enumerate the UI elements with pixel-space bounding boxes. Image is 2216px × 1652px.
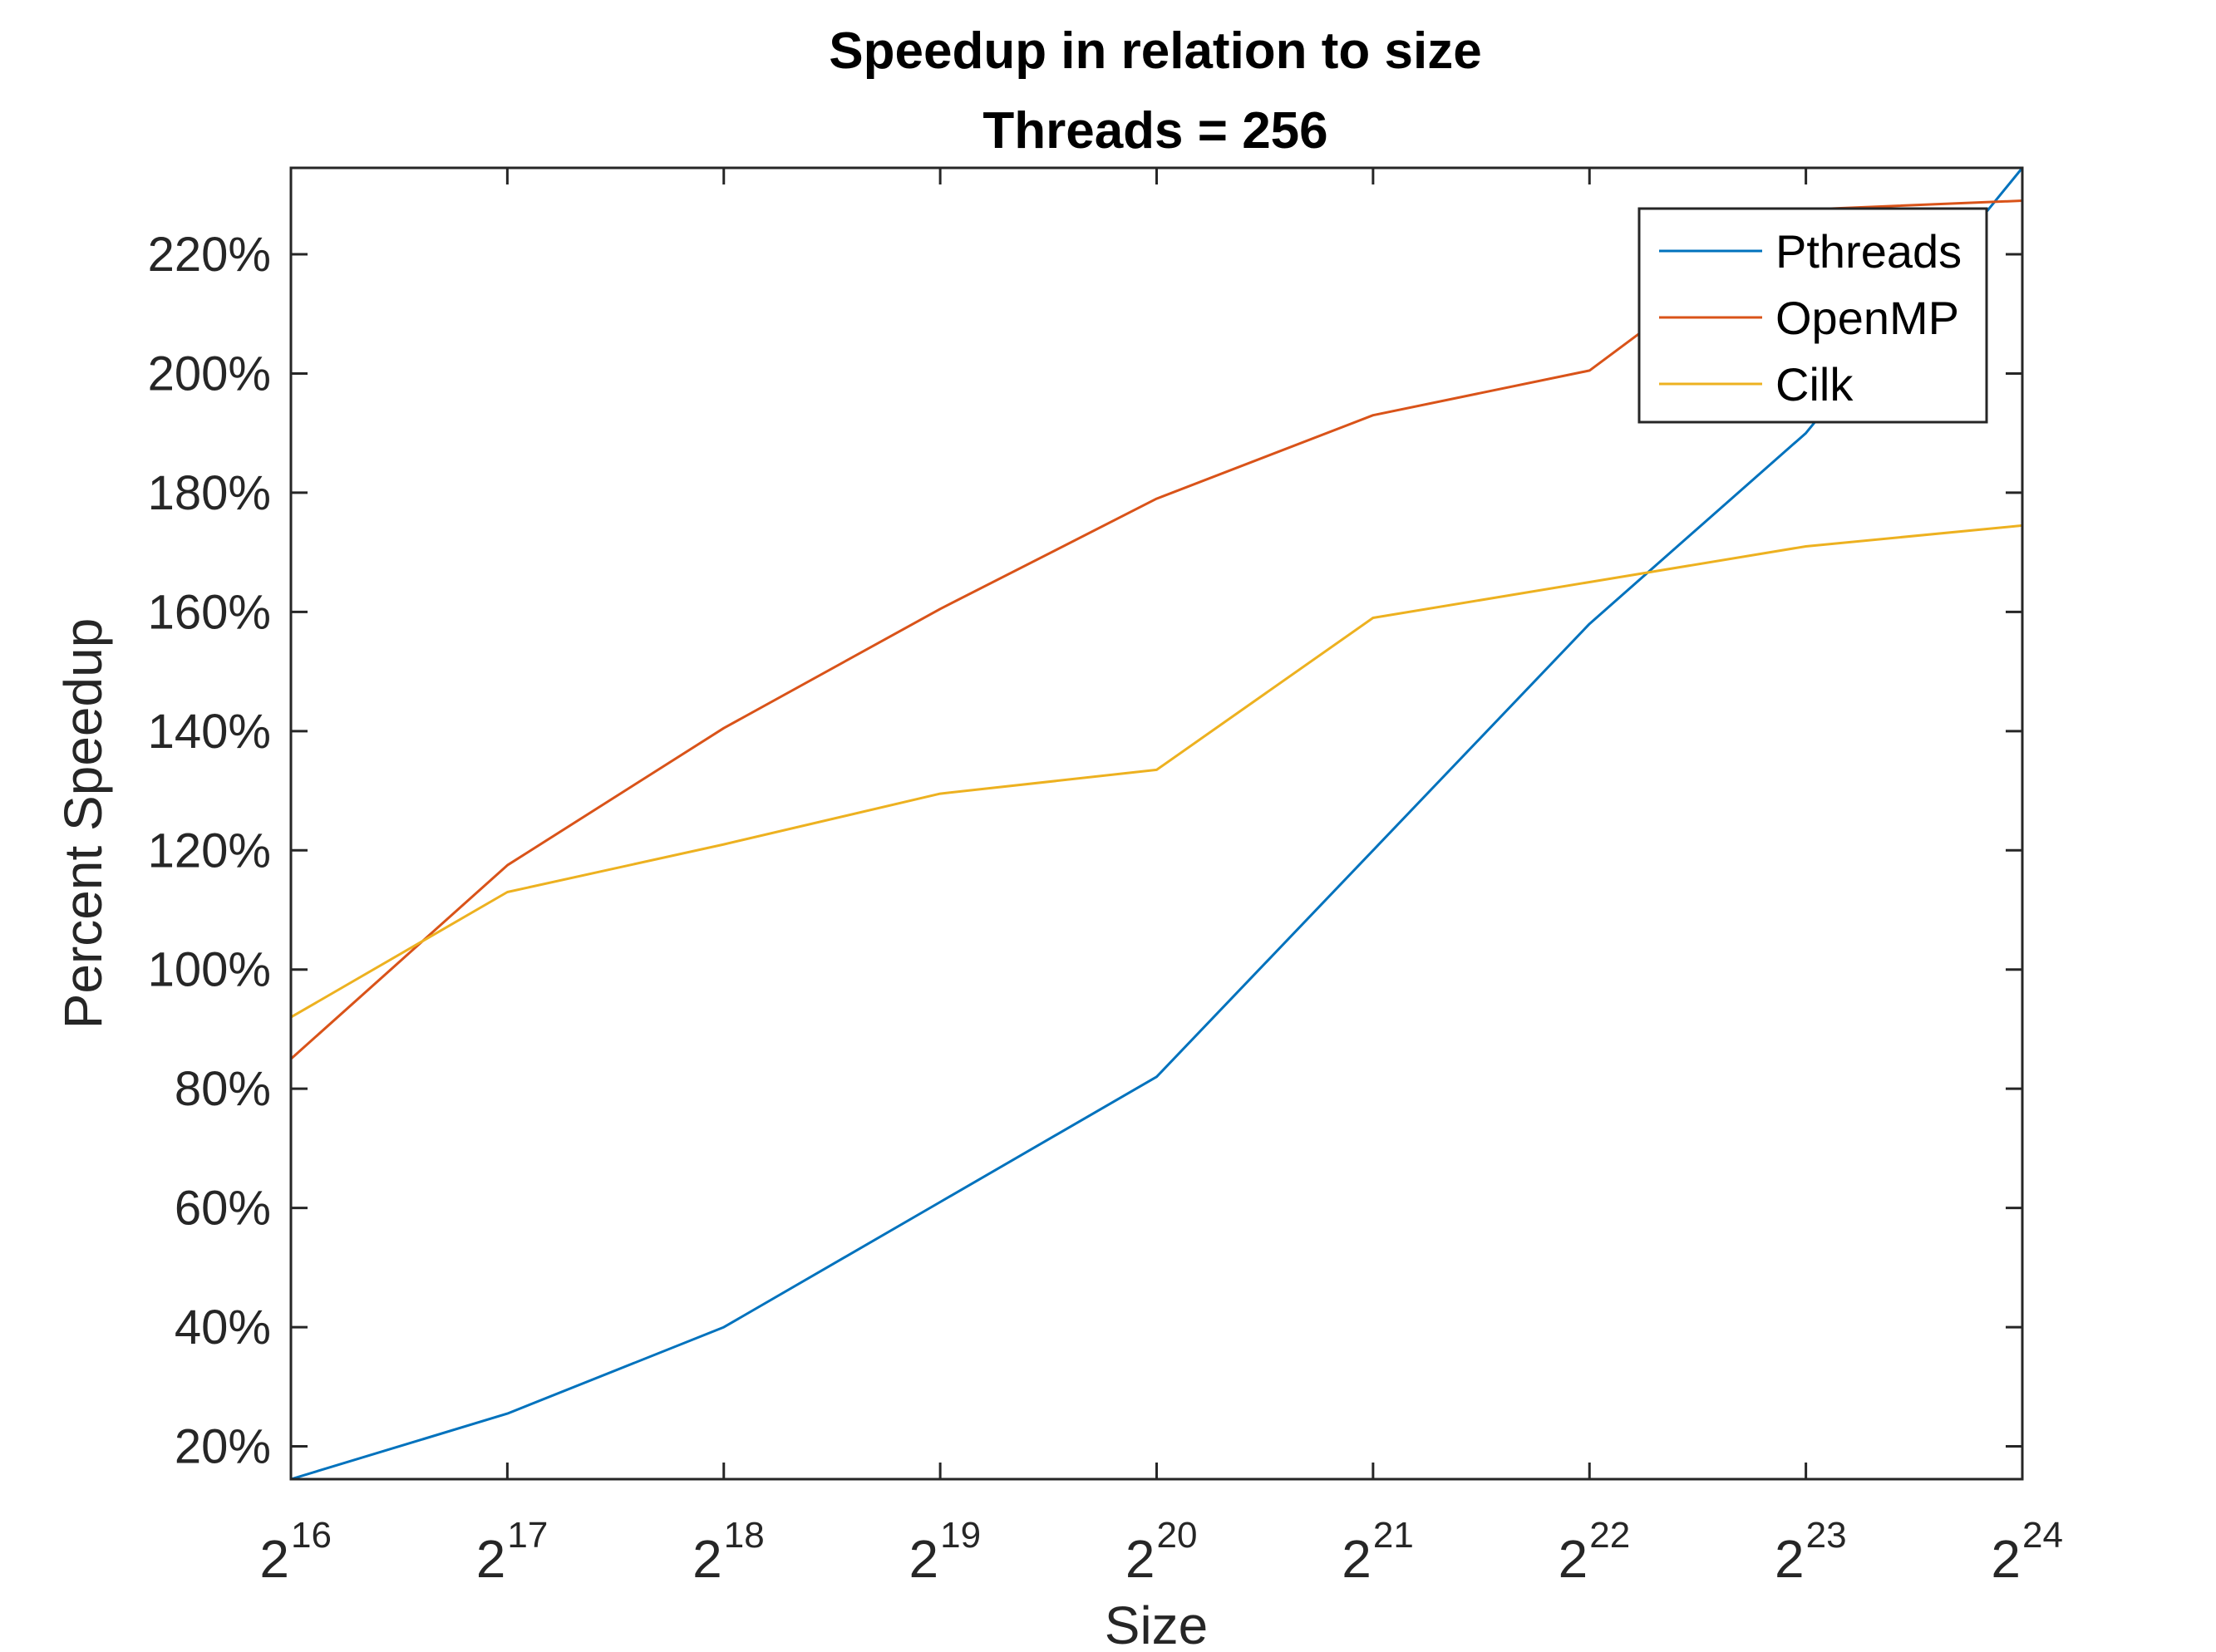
x-tick-label-base: 2	[1559, 1529, 1588, 1589]
y-tick-label: 200%	[148, 347, 271, 401]
axis-ticks	[289, 168, 2024, 1479]
x-tick-label-base: 2	[259, 1529, 289, 1589]
x-tick-label-base: 2	[1775, 1529, 1805, 1589]
y-tick-label: 120%	[148, 824, 271, 878]
x-tick-label-exponent: 17	[507, 1515, 548, 1556]
x-tick-label-exponent: 22	[1589, 1515, 1630, 1556]
y-tick-label: 100%	[148, 943, 271, 997]
x-tick-label-base: 2	[909, 1529, 939, 1589]
y-tick-label: 140%	[148, 705, 271, 759]
legend-box	[1637, 207, 1988, 424]
plot-frame	[289, 166, 2024, 1481]
y-tick-label: 80%	[175, 1062, 271, 1116]
y-tick-label: 20%	[175, 1420, 271, 1474]
x-tick-label-exponent: 16	[291, 1515, 332, 1556]
x-tick-label-base: 2	[1342, 1529, 1371, 1589]
legend-label-cilk: Cilk	[1775, 358, 1854, 411]
y-tick-label: 40%	[175, 1300, 271, 1355]
legend: Pthreads OpenMP Cilk	[1637, 207, 1988, 424]
legend-label-openmp: OpenMP	[1775, 292, 1959, 344]
y-tick-label: 220%	[148, 228, 271, 282]
y-tick-label: 60%	[175, 1182, 271, 1236]
x-tick-label-exponent: 21	[1373, 1515, 1414, 1556]
series-line-cilk	[290, 524, 2023, 1019]
chart-title-line-2: Threads = 256	[982, 102, 1327, 160]
x-tick-label-exponent: 19	[940, 1515, 981, 1556]
chart-title-line-1: Speedup in relation to size	[829, 22, 1481, 80]
x-axis-label: Size	[1105, 1595, 1209, 1652]
x-tick-label-base: 2	[476, 1529, 506, 1589]
y-tick-label: 160%	[148, 585, 271, 639]
x-tick-label-exponent: 24	[2022, 1515, 2063, 1556]
x-tick-label-base: 2	[692, 1529, 722, 1589]
series-line-pthreads	[290, 167, 2024, 1481]
y-tick-labels: 20% 40% 60% 80% 100% 120% 140% 160% 180% 200% 220%	[148, 228, 271, 1474]
x-tick-label-base: 2	[1125, 1529, 1155, 1589]
x-tick-label-base: 2	[1991, 1529, 2021, 1589]
x-tick-label-exponent: 23	[1806, 1515, 1847, 1556]
x-tick-label-exponent: 18	[724, 1515, 765, 1556]
y-tick-label: 180%	[148, 466, 271, 520]
x-tick-labels: 2 16 2 17 2 18 2 19 2 20 2 21 2 22 2 23 2 24	[259, 1515, 2063, 1589]
y-axis-label: Percent Speedup	[53, 618, 113, 1030]
legend-label-pthreads: Pthreads	[1775, 225, 1962, 278]
x-tick-label-exponent: 20	[1157, 1515, 1198, 1556]
